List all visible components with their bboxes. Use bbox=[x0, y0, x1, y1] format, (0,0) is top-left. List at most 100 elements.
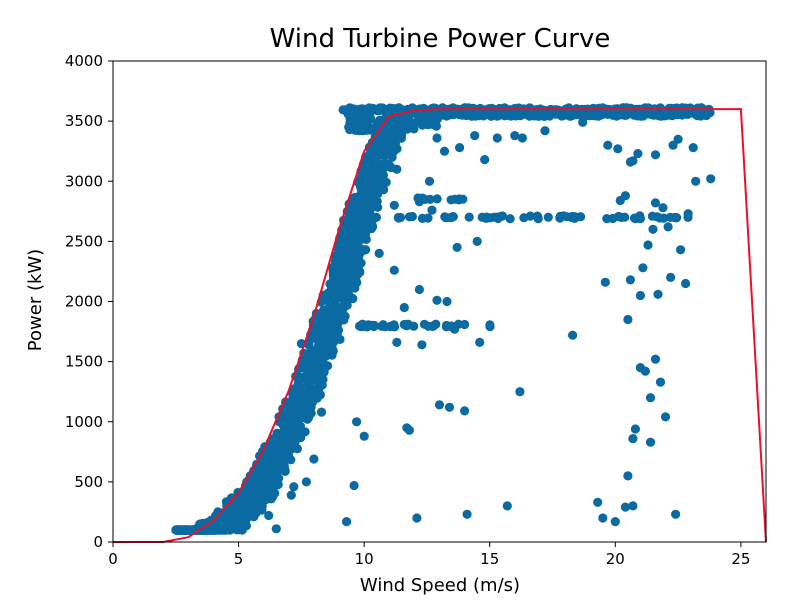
scatter-point bbox=[292, 382, 302, 392]
scatter-point bbox=[658, 203, 668, 213]
scatter-point bbox=[368, 170, 378, 180]
scatter-point bbox=[353, 237, 363, 247]
scatter-point bbox=[423, 213, 433, 223]
scatter-point bbox=[464, 212, 474, 222]
x-tick-label: 25 bbox=[731, 550, 750, 568]
scatter-point bbox=[314, 341, 324, 351]
scatter-point bbox=[226, 517, 236, 527]
scatter-point bbox=[540, 126, 550, 136]
scatter-point bbox=[387, 103, 398, 114]
scatter-point bbox=[653, 289, 663, 299]
scatter-point bbox=[630, 424, 641, 434]
scatter-point bbox=[640, 366, 651, 376]
scatter-point bbox=[339, 298, 349, 308]
scatter-point bbox=[628, 501, 638, 511]
scatter-point bbox=[329, 288, 339, 298]
scatter-point bbox=[620, 502, 631, 512]
scatter-point bbox=[683, 209, 693, 219]
scatter-point bbox=[311, 375, 321, 385]
scatter-point bbox=[441, 322, 451, 332]
x-tick-label: 20 bbox=[606, 550, 625, 568]
scatter-point bbox=[505, 214, 515, 224]
scatter-point bbox=[393, 212, 403, 223]
scatter-point bbox=[392, 164, 402, 174]
scatter-point bbox=[254, 464, 264, 474]
scatter-point bbox=[424, 176, 435, 186]
scatter-point bbox=[399, 319, 409, 330]
scatter-point bbox=[417, 340, 427, 350]
scatter-point bbox=[670, 212, 680, 223]
scatter-point bbox=[485, 320, 495, 330]
scatter-point bbox=[623, 471, 633, 481]
scatter-point bbox=[638, 263, 648, 273]
chart-title: Wind Turbine Power Curve bbox=[270, 24, 611, 54]
scatter-point bbox=[348, 194, 358, 204]
scatter-point bbox=[351, 276, 361, 286]
scatter-point bbox=[351, 105, 361, 115]
scatter-point bbox=[432, 133, 442, 143]
scatter-point bbox=[472, 236, 482, 246]
scatter-point bbox=[349, 213, 359, 223]
scatter-point bbox=[439, 146, 450, 156]
x-tick-label: 5 bbox=[234, 550, 244, 568]
scatter-point bbox=[270, 478, 280, 488]
scatter-point bbox=[643, 240, 653, 250]
scatter-point bbox=[226, 506, 236, 516]
scatter-point bbox=[620, 191, 631, 201]
scatter-point bbox=[277, 414, 287, 424]
scatter-point bbox=[570, 213, 580, 223]
scatter-point bbox=[543, 212, 553, 222]
scatter-point bbox=[492, 133, 502, 143]
scatter-point bbox=[333, 307, 343, 318]
scatter-point bbox=[382, 150, 392, 160]
scatter-point bbox=[217, 508, 227, 518]
scatter-point bbox=[388, 139, 398, 149]
scatter-point bbox=[348, 293, 358, 304]
scatter-point bbox=[389, 265, 399, 275]
scatter-point bbox=[270, 451, 280, 461]
scatter-point bbox=[261, 472, 271, 482]
scatter-point bbox=[289, 438, 299, 448]
scatter-point bbox=[492, 111, 502, 121]
scatter-point bbox=[360, 115, 370, 125]
scatter-point bbox=[390, 125, 401, 135]
scatter-point bbox=[315, 390, 325, 400]
scatter-point bbox=[414, 284, 424, 295]
scatter-point bbox=[650, 198, 661, 208]
scatter-point bbox=[314, 357, 324, 367]
scatter-point bbox=[598, 103, 608, 113]
scatter-point bbox=[390, 322, 400, 332]
scatter-point bbox=[650, 354, 661, 364]
scatter-point bbox=[302, 357, 312, 367]
scatter-point bbox=[450, 324, 460, 334]
scatter-point bbox=[349, 480, 359, 491]
scatter-point bbox=[399, 302, 409, 313]
scatter-point bbox=[258, 489, 268, 499]
scatter-point bbox=[355, 207, 365, 217]
scatter-point bbox=[444, 402, 455, 412]
scatter-point bbox=[365, 205, 375, 215]
scatter-point bbox=[272, 428, 282, 438]
scatter-point bbox=[266, 494, 276, 504]
scatter-point bbox=[371, 188, 381, 198]
scatter-point bbox=[346, 201, 356, 211]
scatter-point bbox=[330, 256, 340, 266]
scatter-point bbox=[450, 194, 460, 204]
scatter-point bbox=[380, 322, 390, 332]
scatter-point bbox=[303, 413, 314, 423]
scatter-point bbox=[564, 103, 574, 113]
scatter-point bbox=[691, 176, 701, 186]
scatter-point bbox=[510, 131, 520, 141]
scatter-point bbox=[660, 412, 671, 422]
scatter-point bbox=[514, 103, 524, 113]
scatter-point bbox=[616, 212, 626, 222]
scatter-point bbox=[645, 393, 656, 403]
scatter-point bbox=[493, 213, 503, 224]
scatter-point bbox=[673, 134, 683, 144]
scatter-point bbox=[623, 314, 633, 325]
scatter-point bbox=[342, 233, 352, 243]
scatter-point bbox=[442, 296, 452, 307]
scatter-point bbox=[578, 117, 588, 127]
scatter-point bbox=[246, 498, 256, 509]
scatter-point bbox=[213, 524, 223, 534]
